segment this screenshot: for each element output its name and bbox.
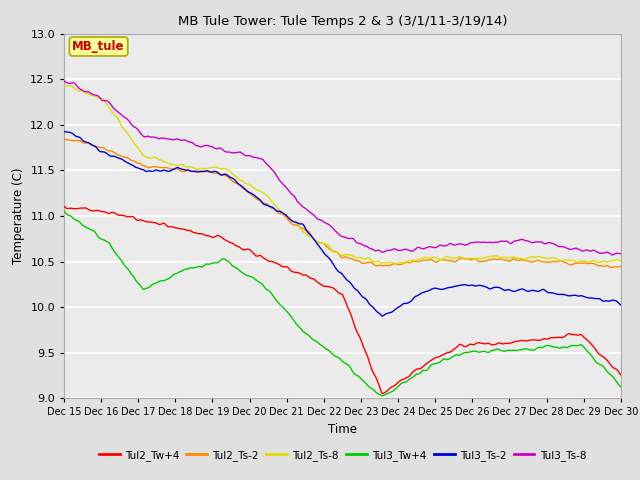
Legend: Tul2_Tw+4, Tul2_Ts-2, Tul2_Ts-8, Tul3_Tw+4, Tul3_Ts-2, Tul3_Ts-8: Tul2_Tw+4, Tul2_Ts-2, Tul2_Ts-8, Tul3_Tw… [95,445,590,465]
Title: MB Tule Tower: Tule Temps 2 & 3 (3/1/11-3/19/14): MB Tule Tower: Tule Temps 2 & 3 (3/1/11-… [178,15,507,28]
Y-axis label: Temperature (C): Temperature (C) [12,168,25,264]
Text: MB_tule: MB_tule [72,40,125,53]
X-axis label: Time: Time [328,423,357,436]
